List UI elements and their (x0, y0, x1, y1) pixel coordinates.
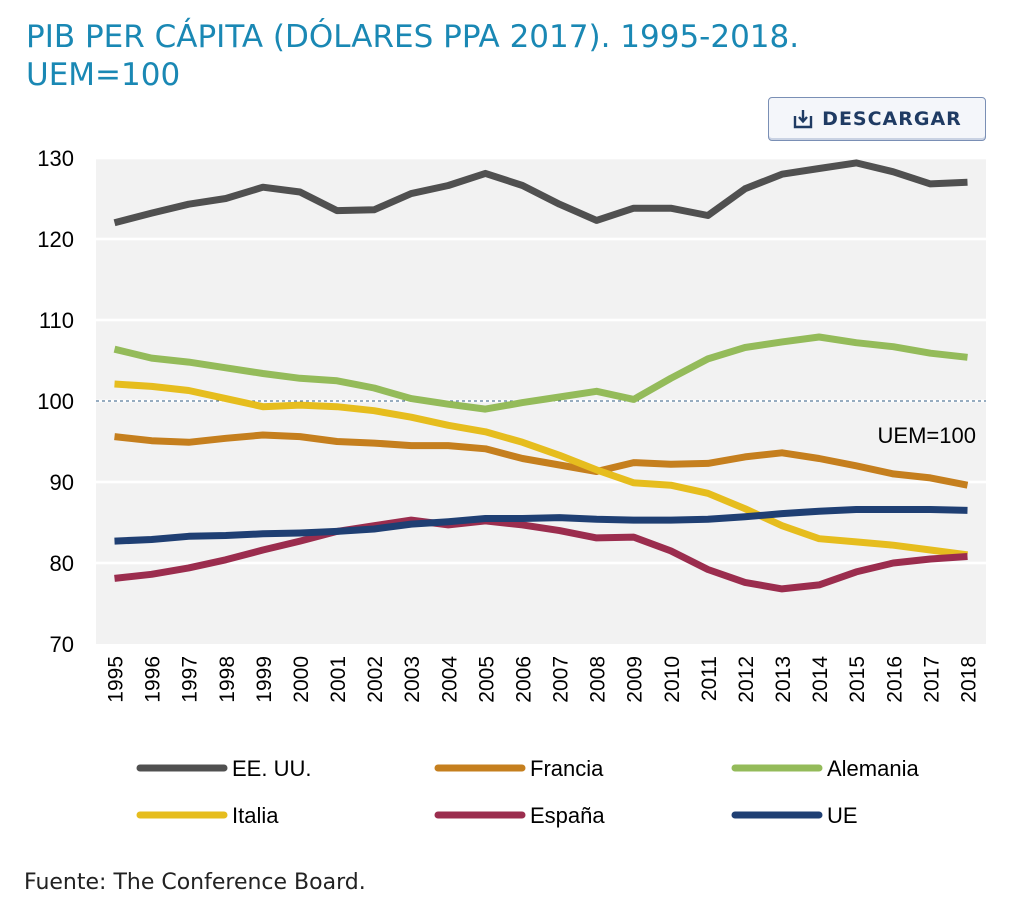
legend-label: UE (827, 803, 858, 828)
download-button-label: DESCARGAR (822, 108, 962, 130)
y-tick-label: 120 (37, 227, 74, 252)
legend-label: Alemania (827, 756, 919, 781)
x-tick-label: 2010 (661, 656, 684, 703)
x-tick-label: 2006 (512, 656, 535, 703)
reference-line-label: UEM=100 (878, 423, 976, 448)
series-line-ee-uu (113, 159, 968, 227)
series-line-alemania (113, 333, 968, 413)
y-tick-label: 90 (50, 470, 74, 495)
x-tick-label: 2014 (809, 656, 832, 703)
series-line-italia (114, 380, 968, 559)
y-tick-label: 100 (37, 389, 74, 414)
y-tick-label: 130 (37, 146, 74, 171)
y-tick-label: 110 (39, 308, 74, 333)
x-tick-label: 2016 (883, 656, 906, 703)
x-tick-label: 1995 (105, 656, 128, 703)
download-button[interactable]: DESCARGAR (768, 97, 986, 141)
x-tick-label: 2008 (587, 656, 610, 703)
legend-label: España (530, 803, 605, 828)
x-tick-label: 2009 (624, 656, 647, 703)
series-line-españa (114, 516, 968, 593)
y-tick-label: 70 (50, 632, 74, 657)
series-line-francia (114, 431, 969, 489)
x-tick-label: 2018 (957, 656, 980, 703)
y-tick-label: 80 (50, 551, 74, 576)
download-icon (793, 110, 813, 129)
x-tick-label: 1999 (253, 656, 276, 703)
x-tick-label: 2003 (401, 656, 424, 703)
line-chart: UEM=100 70 80 90 100 110 120 130 1995 1996 1997 1… (37, 146, 986, 828)
x-tick-label: 2005 (475, 656, 498, 703)
x-tick-label: 2000 (290, 656, 313, 703)
chart-title: PIB PER CÁPITA (DÓLARES PPA 2017). 1995-… (26, 19, 800, 93)
x-tick-label: 2015 (846, 656, 869, 703)
x-tick-label: 1997 (179, 656, 202, 703)
x-tick-label: 2001 (327, 656, 350, 703)
x-tick-label: 2002 (364, 656, 387, 703)
x-tick-label: 2013 (772, 656, 795, 703)
x-tick-label: 2012 (735, 656, 758, 703)
x-tick-label: 2007 (550, 656, 573, 703)
legend-label: EE. UU. (232, 756, 311, 781)
x-tick-label: 2004 (438, 656, 461, 703)
legend-label: Italia (232, 803, 279, 828)
source-note: Fuente: The Conference Board. (24, 870, 366, 895)
x-tick-label: 2017 (920, 656, 943, 703)
series-line-ue (114, 506, 968, 545)
legend-label: Francia (530, 756, 604, 781)
x-tick-label: 2011 (698, 656, 721, 701)
x-tick-label: 1998 (216, 656, 239, 703)
x-tick-label: 1996 (142, 656, 165, 703)
